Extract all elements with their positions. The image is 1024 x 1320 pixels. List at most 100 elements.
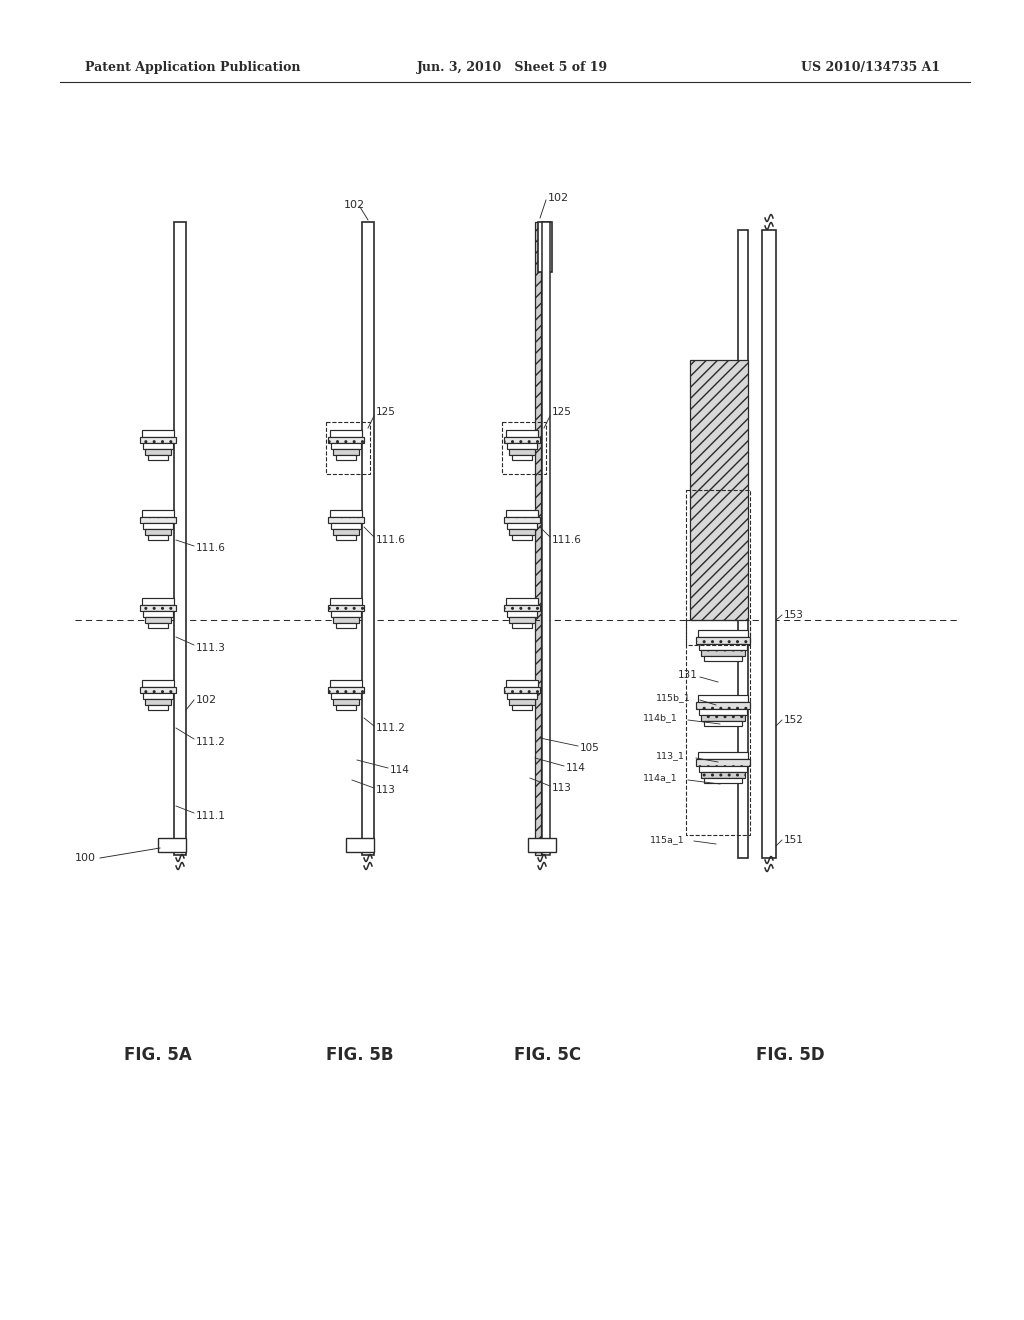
- Bar: [509, 616, 535, 623]
- Bar: [535, 222, 541, 855]
- Bar: [512, 705, 532, 710]
- Bar: [346, 838, 374, 851]
- Bar: [504, 605, 540, 611]
- Bar: [174, 222, 186, 855]
- Bar: [502, 422, 546, 474]
- Text: 115a_1: 115a_1: [650, 836, 685, 845]
- Bar: [336, 623, 356, 628]
- Text: Patent Application Publication: Patent Application Publication: [85, 62, 300, 74]
- Text: 114: 114: [390, 766, 410, 775]
- Bar: [331, 693, 361, 700]
- Text: 114a_1: 114a_1: [643, 774, 678, 783]
- Bar: [148, 535, 168, 540]
- Text: 102: 102: [196, 696, 217, 705]
- Text: 105: 105: [580, 743, 600, 752]
- Text: FIG. 5C: FIG. 5C: [514, 1045, 582, 1064]
- Bar: [336, 455, 356, 459]
- Bar: [331, 611, 361, 616]
- Bar: [328, 517, 364, 523]
- Bar: [143, 523, 173, 529]
- Bar: [148, 455, 168, 459]
- Bar: [333, 616, 359, 623]
- Bar: [699, 709, 746, 715]
- Text: 111.2: 111.2: [376, 723, 406, 733]
- Bar: [699, 766, 746, 772]
- Bar: [330, 510, 362, 517]
- Text: Jun. 3, 2010   Sheet 5 of 19: Jun. 3, 2010 Sheet 5 of 19: [417, 62, 607, 74]
- Bar: [705, 721, 742, 726]
- Bar: [506, 510, 538, 517]
- Bar: [507, 523, 537, 529]
- Bar: [504, 517, 540, 523]
- Bar: [142, 598, 174, 605]
- Text: 111.6: 111.6: [196, 543, 226, 553]
- Bar: [509, 449, 535, 455]
- Bar: [330, 598, 362, 605]
- Text: 131: 131: [678, 671, 698, 680]
- Bar: [140, 517, 176, 523]
- Text: FIG. 5D: FIG. 5D: [756, 1045, 824, 1064]
- Text: 151: 151: [784, 836, 804, 845]
- Bar: [336, 705, 356, 710]
- Text: 113_1: 113_1: [656, 751, 685, 760]
- Bar: [762, 230, 776, 858]
- Bar: [362, 222, 374, 855]
- Bar: [336, 535, 356, 540]
- Bar: [512, 455, 532, 459]
- Bar: [509, 529, 535, 535]
- Text: 111.2: 111.2: [196, 737, 226, 747]
- Bar: [143, 444, 173, 449]
- Bar: [145, 449, 171, 455]
- Text: 111.1: 111.1: [196, 810, 226, 821]
- Bar: [506, 680, 538, 686]
- Text: 111.3: 111.3: [196, 643, 226, 653]
- Bar: [698, 696, 748, 702]
- Text: US 2010/134735 A1: US 2010/134735 A1: [801, 62, 940, 74]
- Bar: [699, 644, 746, 649]
- Bar: [504, 686, 540, 693]
- Bar: [686, 490, 750, 645]
- Text: 125: 125: [552, 407, 571, 417]
- Bar: [538, 222, 552, 272]
- Bar: [542, 222, 550, 855]
- Text: 113: 113: [552, 783, 571, 793]
- Bar: [512, 623, 532, 628]
- Text: 102: 102: [548, 193, 569, 203]
- Bar: [330, 680, 362, 686]
- Bar: [328, 437, 364, 444]
- Bar: [506, 598, 538, 605]
- Bar: [696, 702, 750, 709]
- Bar: [528, 838, 556, 851]
- Bar: [507, 693, 537, 700]
- Bar: [140, 437, 176, 444]
- Bar: [331, 523, 361, 529]
- Text: 115b_1: 115b_1: [656, 693, 691, 702]
- Bar: [328, 605, 364, 611]
- Bar: [504, 437, 540, 444]
- Bar: [330, 430, 362, 437]
- Text: 125: 125: [376, 407, 396, 417]
- Bar: [328, 686, 364, 693]
- Text: 152: 152: [784, 715, 804, 725]
- Bar: [698, 752, 748, 759]
- Bar: [738, 230, 748, 858]
- Text: 111.6: 111.6: [376, 535, 406, 545]
- Bar: [507, 611, 537, 616]
- Bar: [143, 611, 173, 616]
- Text: 100: 100: [75, 853, 96, 863]
- Text: 102: 102: [344, 201, 366, 210]
- Text: 153: 153: [784, 610, 804, 620]
- Bar: [701, 649, 745, 656]
- Bar: [686, 620, 750, 836]
- Bar: [333, 529, 359, 535]
- Bar: [326, 422, 370, 474]
- Bar: [140, 686, 176, 693]
- Bar: [333, 700, 359, 705]
- Text: 114: 114: [566, 763, 586, 774]
- Bar: [145, 700, 171, 705]
- Bar: [145, 616, 171, 623]
- Bar: [158, 838, 186, 851]
- Bar: [148, 623, 168, 628]
- Bar: [140, 605, 176, 611]
- Bar: [705, 656, 742, 661]
